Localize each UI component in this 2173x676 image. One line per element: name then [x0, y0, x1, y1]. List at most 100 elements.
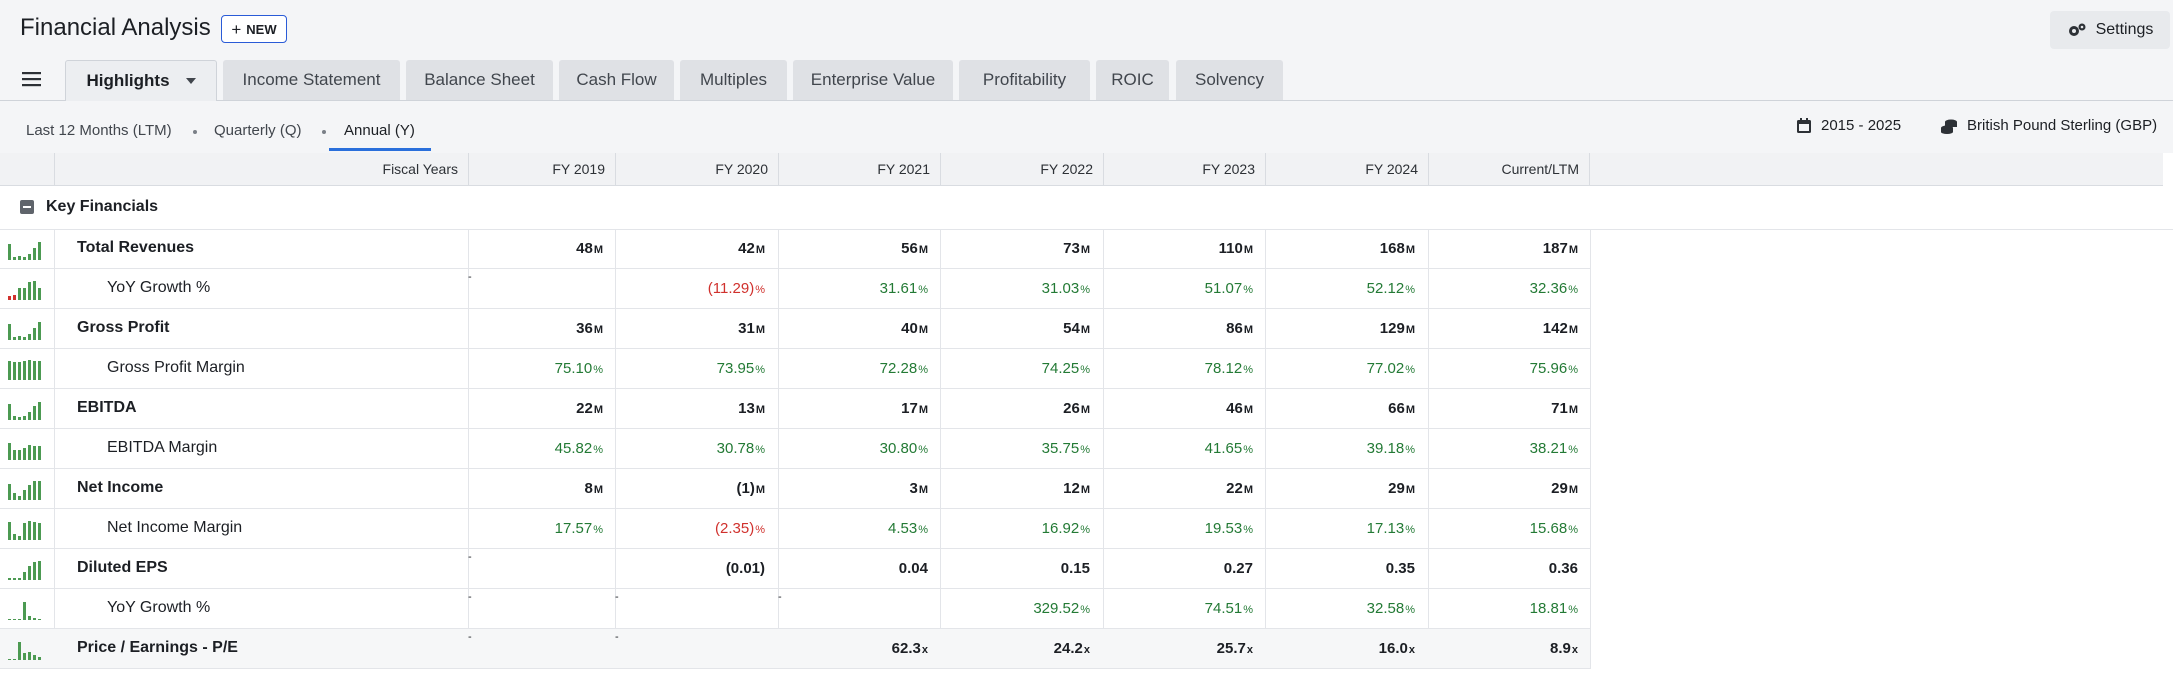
- table-cell[interactable]: 29M: [1275, 480, 1415, 497]
- table-cell[interactable]: 17.57%: [463, 520, 603, 537]
- table-cell[interactable]: 8M: [463, 480, 603, 497]
- table-cell[interactable]: 31.03%: [950, 280, 1090, 297]
- table-cell[interactable]: 78.12%: [1113, 360, 1253, 377]
- period-annual[interactable]: Annual (Y): [344, 122, 415, 139]
- sparkline-icon[interactable]: [8, 558, 44, 580]
- table-cell[interactable]: 12M: [950, 480, 1090, 497]
- table-cell[interactable]: 36M: [463, 320, 603, 337]
- table-cell[interactable]: 0.04: [788, 560, 928, 577]
- table-cell[interactable]: 0.35: [1275, 560, 1415, 577]
- table-cell[interactable]: (1)M: [625, 480, 765, 497]
- table-cell[interactable]: 75.96%: [1438, 360, 1578, 377]
- table-cell[interactable]: 24.2x: [950, 640, 1090, 657]
- tab-roic[interactable]: ROIC: [1096, 60, 1169, 100]
- table-cell[interactable]: 0.27: [1113, 560, 1253, 577]
- hamburger-menu-icon[interactable]: [22, 70, 42, 88]
- table-row[interactable]: [0, 629, 1590, 669]
- table-cell[interactable]: 142M: [1438, 320, 1578, 337]
- tab-enterprise-value[interactable]: Enterprise Value: [793, 60, 953, 100]
- sparkline-icon[interactable]: [8, 598, 44, 620]
- table-cell[interactable]: 25.7x: [1113, 640, 1253, 657]
- table-cell[interactable]: 54M: [950, 320, 1090, 337]
- table-cell[interactable]: 16.0x: [1275, 640, 1415, 657]
- table-cell[interactable]: (11.29)%: [625, 280, 765, 297]
- sparkline-icon[interactable]: [8, 518, 44, 540]
- column-header-year[interactable]: FY 2023: [1103, 153, 1265, 185]
- chevron-down-icon[interactable]: [185, 78, 196, 84]
- table-cell[interactable]: (0.01): [625, 560, 765, 577]
- table-cell[interactable]: 66M: [1275, 400, 1415, 417]
- table-cell[interactable]: 18.81%: [1438, 600, 1578, 617]
- new-button[interactable]: + NEW: [221, 15, 287, 43]
- table-cell[interactable]: 187M: [1438, 240, 1578, 257]
- table-cell[interactable]: 73.95%: [625, 360, 765, 377]
- table-cell[interactable]: 3M: [788, 480, 928, 497]
- tab-income-statement[interactable]: Income Statement: [223, 60, 400, 100]
- table-cell[interactable]: 29M: [1438, 480, 1578, 497]
- table-row[interactable]: [0, 349, 1590, 389]
- column-header-year[interactable]: FY 2022: [940, 153, 1103, 185]
- table-cell[interactable]: 8.9x: [1438, 640, 1578, 657]
- table-cell[interactable]: 40M: [788, 320, 928, 337]
- currency-selector[interactable]: British Pound Sterling (GBP): [1941, 117, 2157, 134]
- sparkline-icon[interactable]: [8, 358, 44, 380]
- table-cell[interactable]: 30.78%: [625, 440, 765, 457]
- table-cell[interactable]: 74.51%: [1113, 600, 1253, 617]
- table-row[interactable]: [0, 509, 1590, 549]
- table-cell[interactable]: 168M: [1275, 240, 1415, 257]
- table-cell[interactable]: 17M: [788, 400, 928, 417]
- table-cell[interactable]: 0.36: [1438, 560, 1578, 577]
- table-cell[interactable]: 71M: [1438, 400, 1578, 417]
- tab-balance-sheet[interactable]: Balance Sheet: [406, 60, 553, 100]
- table-row[interactable]: [0, 549, 1590, 589]
- table-cell[interactable]: 42M: [625, 240, 765, 257]
- table-cell[interactable]: 31M: [625, 320, 765, 337]
- table-cell[interactable]: 16.92%: [950, 520, 1090, 537]
- table-cell[interactable]: 19.53%: [1113, 520, 1253, 537]
- table-row[interactable]: [0, 309, 1590, 349]
- table-cell[interactable]: 26M: [950, 400, 1090, 417]
- table-cell[interactable]: 41.65%: [1113, 440, 1253, 457]
- table-row[interactable]: [0, 469, 1590, 509]
- date-range-selector[interactable]: 2015 - 2025: [1797, 117, 1901, 134]
- column-header-year[interactable]: FY 2021: [778, 153, 940, 185]
- table-cell[interactable]: 46M: [1113, 400, 1253, 417]
- column-header-label[interactable]: Fiscal Years: [54, 153, 468, 185]
- tab-profitability[interactable]: Profitability: [959, 60, 1090, 100]
- table-cell[interactable]: 31.61%: [788, 280, 928, 297]
- tab-highlights[interactable]: Highlights: [65, 60, 217, 101]
- table-cell[interactable]: 32.36%: [1438, 280, 1578, 297]
- tab-solvency[interactable]: Solvency: [1176, 60, 1283, 100]
- table-row[interactable]: [0, 229, 1590, 269]
- table-cell[interactable]: 77.02%: [1275, 360, 1415, 377]
- collapse-icon[interactable]: [20, 200, 34, 214]
- table-cell[interactable]: 48M: [463, 240, 603, 257]
- sparkline-icon[interactable]: [8, 238, 44, 260]
- table-cell[interactable]: 30.80%: [788, 440, 928, 457]
- table-row[interactable]: [0, 269, 1590, 309]
- table-cell[interactable]: 22M: [1113, 480, 1253, 497]
- table-cell[interactable]: 17.13%: [1275, 520, 1415, 537]
- table-cell[interactable]: 22M: [463, 400, 603, 417]
- sparkline-icon[interactable]: [8, 478, 44, 500]
- table-cell[interactable]: 15.68%: [1438, 520, 1578, 537]
- table-cell[interactable]: 129M: [1275, 320, 1415, 337]
- sparkline-icon[interactable]: [8, 638, 44, 660]
- table-cell[interactable]: 0.15: [950, 560, 1090, 577]
- table-cell[interactable]: 38.21%: [1438, 440, 1578, 457]
- table-cell[interactable]: 51.07%: [1113, 280, 1253, 297]
- table-cell[interactable]: 4.53%: [788, 520, 928, 537]
- period-ltm[interactable]: Last 12 Months (LTM): [26, 122, 172, 139]
- sparkline-icon[interactable]: [8, 398, 44, 420]
- table-cell[interactable]: 32.58%: [1275, 600, 1415, 617]
- column-header-year[interactable]: FY 2020: [615, 153, 778, 185]
- table-cell[interactable]: 329.52%: [950, 600, 1090, 617]
- table-cell[interactable]: 75.10%: [463, 360, 603, 377]
- table-cell[interactable]: 52.12%: [1275, 280, 1415, 297]
- column-header-ltm[interactable]: Current/LTM: [1428, 153, 1590, 185]
- column-header-year[interactable]: FY 2024: [1265, 153, 1428, 185]
- table-cell[interactable]: (2.35)%: [625, 520, 765, 537]
- table-row[interactable]: [0, 589, 1590, 629]
- table-cell[interactable]: 74.25%: [950, 360, 1090, 377]
- tab-multiples[interactable]: Multiples: [680, 60, 787, 100]
